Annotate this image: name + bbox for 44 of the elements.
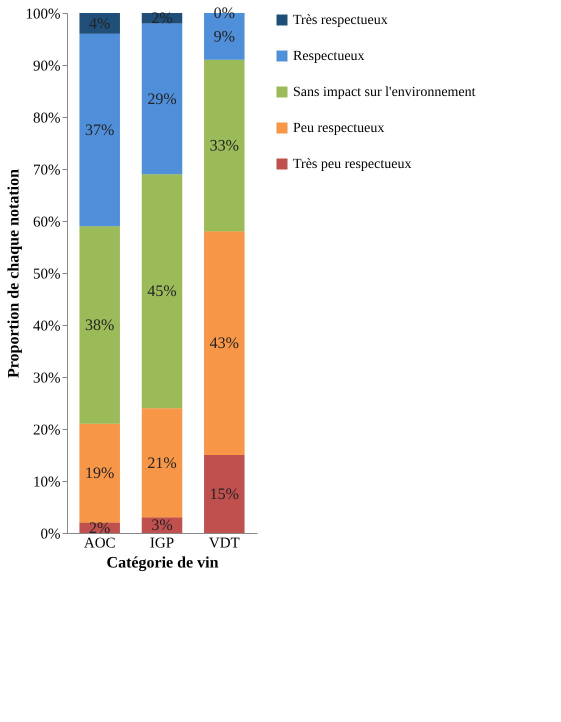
bar <box>204 455 245 533</box>
x-tick-label: AOC <box>84 536 116 552</box>
legend-label: Très respectueux <box>293 13 388 28</box>
y-tick-label: 20% <box>33 422 60 438</box>
y-tick-label: 10% <box>33 474 60 490</box>
data-label: 37% <box>85 122 114 139</box>
y-tick-label: 30% <box>33 370 60 386</box>
data-label: 21% <box>147 454 177 472</box>
data-label: 4% <box>89 15 110 32</box>
data-label: 3% <box>151 517 173 534</box>
bar <box>142 408 182 518</box>
data-label: 29% <box>147 90 177 108</box>
y-tick-label: 60% <box>33 214 60 230</box>
legend-label: Très peu respectueux <box>293 157 412 172</box>
data-label: 2% <box>89 520 110 537</box>
bar <box>142 23 182 174</box>
legend-label: Peu respectueux <box>293 121 384 136</box>
bar <box>204 231 245 455</box>
legend-label: Respectueux <box>293 49 365 64</box>
bar <box>79 226 120 424</box>
y-tick-label: 100% <box>26 6 60 22</box>
y-axis-title: Proportion de chaque notation <box>6 168 23 378</box>
bar <box>79 34 120 226</box>
data-label: 2% <box>151 10 173 28</box>
y-tick-label: 70% <box>33 162 60 178</box>
data-label: 38% <box>85 317 114 334</box>
data-label: 33% <box>210 138 239 155</box>
bar <box>204 60 245 232</box>
y-tick-label: 40% <box>33 318 60 334</box>
x-tick-label: VDT <box>208 536 240 552</box>
y-tick-label: 0% <box>40 526 60 542</box>
data-label: 9% <box>214 28 235 46</box>
x-axis-title: Catégorie de vin <box>106 554 219 572</box>
data-label: 19% <box>85 465 114 482</box>
legend-label: Sans impact sur l'environnement <box>293 85 476 100</box>
data-label: 43% <box>210 335 239 352</box>
bar <box>142 174 182 408</box>
y-tick-label: 90% <box>33 58 60 74</box>
bar <box>79 424 120 523</box>
data-label: 45% <box>147 283 177 300</box>
data-label: 15% <box>210 486 239 503</box>
y-tick-label: 80% <box>33 110 60 126</box>
x-tick-label: IGP <box>150 536 174 552</box>
y-tick-label: 50% <box>33 266 60 282</box>
